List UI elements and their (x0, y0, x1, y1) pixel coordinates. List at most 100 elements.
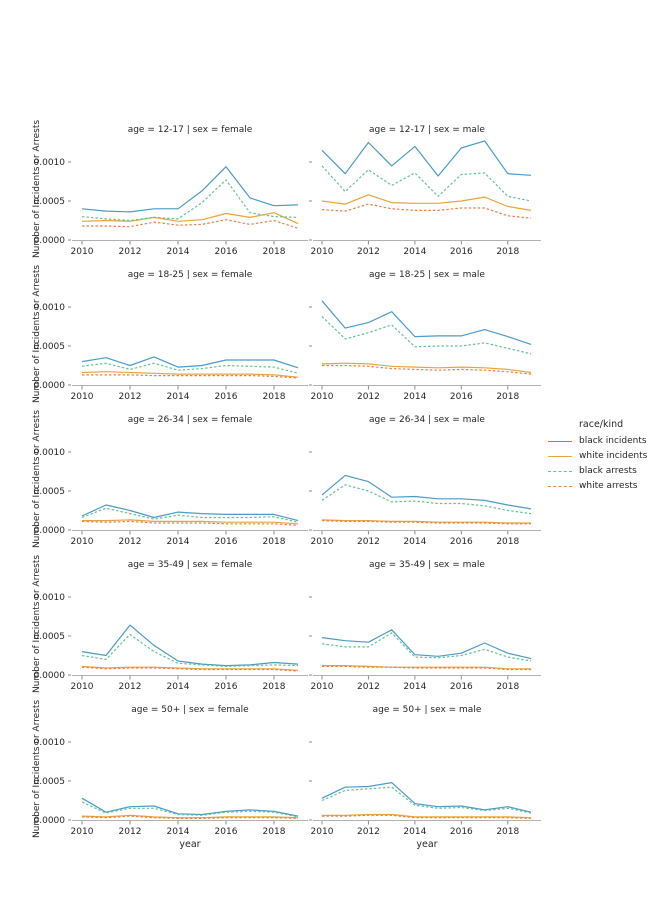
y-axis-label: Number of Incidents or Arrests (32, 120, 42, 258)
y-tick-label: 0.0005 (34, 777, 66, 787)
series-black-arrests-line (81, 633, 299, 668)
series-white-arrests-line (82, 374, 299, 379)
x-tick-label: 2012 (357, 537, 380, 547)
series-black-incidents-line (81, 797, 299, 817)
x-tick-label: 2010 (71, 682, 94, 692)
facet-title: age = 18-25 | sex = female (128, 270, 253, 280)
x-tick-label: 2018 (263, 392, 286, 402)
series-white-incidents-line (321, 362, 532, 374)
x-tick-label: 2016 (215, 827, 238, 837)
legend-item-black-arrests: black arrests (548, 465, 650, 476)
series-black-incidents-line (321, 474, 532, 510)
series-black-incidents-line (81, 624, 299, 667)
legend-item-white-incidents: white incidents (548, 450, 650, 461)
x-tick-label: 2014 (167, 682, 190, 692)
x-tick-label: 2018 (496, 537, 519, 547)
series-black-arrests-line (321, 315, 532, 355)
series-black-arrests-line (321, 165, 532, 202)
x-tick-label: 2010 (311, 682, 334, 692)
y-tick-label: 0.0010 (34, 448, 66, 458)
x-tick-label: 2016 (450, 392, 473, 402)
x-tick-label: 2014 (403, 827, 426, 837)
x-tick-label: 2014 (403, 682, 426, 692)
facet-age-12-17-sex-female: age = 12-17 | sex = female 2010 2012 2014 20… (32, 120, 308, 258)
facet-title: age = 18-25 | sex = male (369, 270, 485, 280)
series-white-arrests-line (321, 203, 532, 219)
x-tick-label: 2016 (215, 682, 238, 692)
y-tick-label: 0.0000 (34, 816, 66, 826)
x-tick-label: 2012 (119, 682, 142, 692)
y-tick-label: 0.0005 (34, 197, 66, 207)
legend-label: black incidents (579, 435, 647, 446)
black-arrests-line-swatch (548, 470, 572, 472)
x-tick-label: 2018 (263, 682, 286, 692)
series-black-arrests-line (81, 179, 299, 222)
series-white-arrests-line (81, 520, 299, 526)
y-tick-label: 0.0010 (34, 303, 66, 313)
series-white-incidents-line (322, 664, 531, 670)
x-tick-label: 2016 (450, 537, 473, 547)
y-tick-label: 0.0000 (34, 236, 66, 246)
x-tick-label: 2014 (403, 537, 426, 547)
x-tick-label: 2010 (311, 827, 334, 837)
white-incidents-line-swatch (548, 455, 572, 457)
x-tick-label: 2010 (311, 247, 334, 257)
y-axis-label: Number of Incidents or Arrests (32, 555, 42, 693)
series-black-incidents-line (321, 300, 532, 345)
x-tick-label: 2014 (403, 247, 426, 257)
y-tick-label: 0.0005 (34, 342, 66, 352)
series-white-incidents-line (81, 665, 299, 671)
legend-label: black arrests (579, 465, 637, 476)
x-tick-label: 2012 (119, 827, 142, 837)
x-tick-label: 2014 (403, 392, 426, 402)
x-tick-label: 2016 (215, 247, 238, 257)
facet-title: age = 35-49 | sex = male (369, 560, 485, 570)
y-tick-label: 0.0010 (34, 593, 66, 603)
x-tick-label: 2016 (450, 682, 473, 692)
x-tick-label: 2010 (71, 827, 94, 837)
series-white-arrests-line (81, 666, 299, 672)
series-white-incidents-line (82, 519, 299, 525)
series-black-arrests-line (321, 786, 532, 814)
facet-title: age = 26-34 | sex = male (369, 415, 485, 425)
series-black-arrests-line (321, 484, 532, 515)
y-tick-label: 0.0010 (34, 158, 66, 168)
x-tick-label: 2012 (357, 392, 380, 402)
series-black-incidents-line (321, 781, 532, 813)
series-black-arrests-line (81, 507, 299, 523)
series-black-incidents-line (321, 629, 532, 660)
legend: race/kind black incidents white incident… (548, 420, 650, 497)
x-tick-label: 2012 (357, 827, 380, 837)
facet-title: age = 12-17 | sex = male (369, 125, 485, 135)
series-black-incidents-line (321, 140, 532, 177)
x-tick-label: 2014 (167, 247, 190, 257)
x-tick-label: 2010 (71, 392, 94, 402)
series-white-incidents-line (321, 519, 531, 524)
series-white-arrests-line (322, 665, 531, 671)
x-tick-label: 2018 (263, 827, 286, 837)
series-white-arrests-line (322, 814, 532, 819)
legend-title: race/kind (579, 419, 624, 430)
y-tick-label: 0.0000 (34, 381, 66, 391)
y-tick-label: 0.0005 (34, 632, 66, 642)
facet-age-26-34-sex-female: age = 26-34 | sex = female 2010 2012 2014 20… (32, 410, 308, 548)
series-white-incidents-line (81, 814, 299, 819)
x-tick-label: 2012 (119, 247, 142, 257)
legend-label: white incidents (579, 450, 648, 461)
series-white-arrests-line (81, 815, 299, 820)
x-tick-label: 2012 (119, 392, 142, 402)
x-tick-label: 2018 (496, 392, 519, 402)
x-tick-label: 2014 (167, 827, 190, 837)
x-tick-label: 2016 (450, 827, 473, 837)
white-arrests-line-swatch (548, 485, 572, 487)
x-tick-label: 2010 (311, 537, 334, 547)
x-tick-label: 2018 (263, 537, 286, 547)
facet-age-50+-sex-female: age = 50+ | sex = female 2010 2012 2014 2016… (32, 700, 308, 850)
x-tick-label: 2018 (263, 247, 286, 257)
x-tick-label: 2014 (167, 537, 190, 547)
series-white-arrests-line (321, 520, 531, 525)
legend-label: white arrests (579, 480, 638, 491)
x-tick-label: 2016 (215, 537, 238, 547)
y-axis-label: Number of Incidents or Arrests (32, 265, 42, 403)
